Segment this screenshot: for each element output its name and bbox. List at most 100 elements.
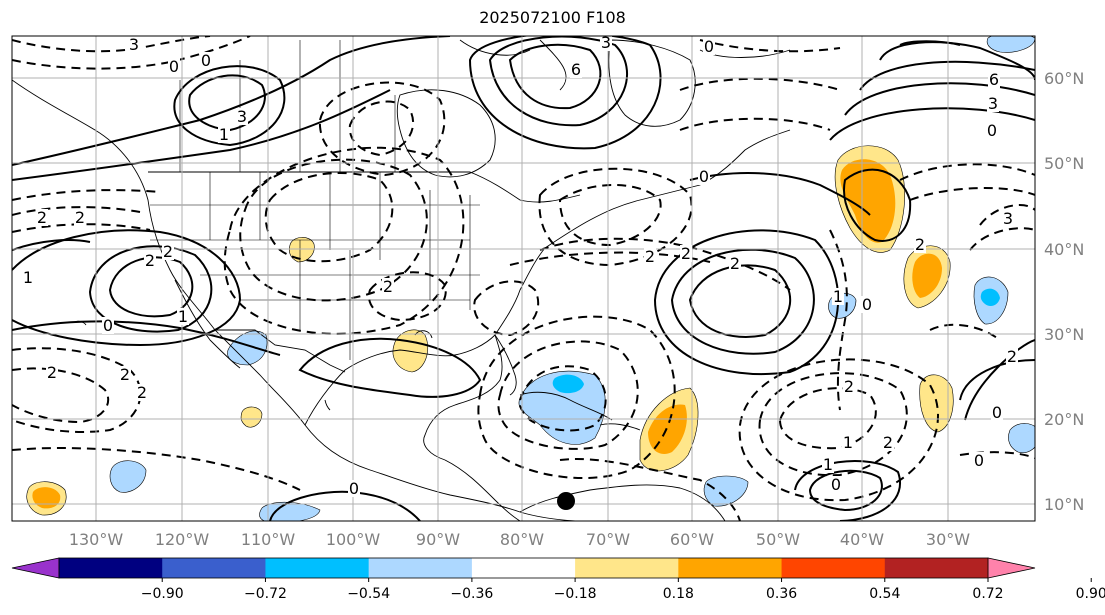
contour-dashed-7	[348, 100, 415, 157]
longitude-axis: 130°W 120°W 110°W 100°W 90°W 80°W 70°W 6…	[69, 530, 970, 549]
latitude-label: 40°N	[1044, 240, 1084, 259]
contour-label-bg	[973, 452, 985, 469]
contour-label-bg	[644, 248, 656, 265]
contour-dashed-20	[738, 358, 939, 502]
contour-solid-10	[670, 248, 815, 355]
contour-label: 2	[120, 365, 130, 384]
colorbar-tick-label: 0.36	[766, 586, 797, 602]
contour-label: 6	[571, 60, 581, 79]
contour-label-bg	[177, 308, 189, 325]
contour-solid-11	[653, 229, 840, 376]
contour-dashed-14	[509, 251, 711, 266]
colorbar-tick-label: −0.54	[347, 586, 390, 602]
colorbar-tick-label: 0.54	[869, 586, 900, 602]
contour-solid-13	[488, 36, 629, 127]
contour-solid-8	[12, 320, 281, 356]
colorbar-tick-label: 0.90	[1076, 586, 1105, 602]
contour-label: 2	[915, 235, 925, 254]
colorbar-bin	[884, 558, 989, 578]
fill-pacific-yellow-small	[240, 406, 263, 428]
colorbar-tick-label: −0.36	[450, 586, 493, 602]
coastline-greenland	[608, 39, 696, 127]
contour-label-bg	[136, 384, 148, 401]
longitude-label: 60°W	[670, 530, 714, 549]
contour-dashed-29	[699, 39, 841, 53]
coastline-central-america	[444, 459, 521, 521]
contour-dashed-18	[778, 387, 877, 450]
contour-dashed-11	[558, 184, 662, 247]
contour-solid-2	[12, 89, 391, 181]
contour-label-bg	[102, 317, 114, 334]
contour-solid-1	[12, 36, 451, 166]
contour-dashed-32	[829, 229, 848, 411]
longitude-label: 90°W	[416, 530, 460, 549]
coastline-south-america	[519, 484, 726, 521]
contour-label-bg	[600, 36, 612, 51]
contour-label: 3	[1003, 209, 1013, 228]
contour-solid-26	[689, 172, 871, 216]
contour-solid-19	[843, 168, 912, 242]
contour-solid-23	[794, 460, 901, 521]
contour-label: 0	[699, 167, 709, 186]
latitude-label: 20°N	[1044, 410, 1084, 429]
contour-label-bg	[680, 245, 692, 262]
colorbar-bin	[678, 558, 783, 578]
contour-dashed-31	[679, 117, 831, 131]
contour-label: 0	[201, 51, 211, 70]
contour-label: 2	[1007, 347, 1017, 366]
contour-label: 2	[645, 247, 655, 266]
contour-label: 2	[681, 244, 691, 263]
contour-label: 0	[349, 479, 359, 498]
contour-label-bg	[703, 38, 715, 55]
contour-dashed-6	[223, 146, 465, 335]
black-circle-marker	[557, 492, 575, 510]
contour-solid-5	[108, 256, 194, 318]
contour-label-bg	[162, 243, 174, 260]
contour-dashed-group	[12, 36, 1035, 521]
colorbar-bin	[162, 558, 266, 578]
colorbar-tick-label: −0.90	[141, 586, 184, 602]
coastline-baja	[174, 279, 241, 369]
colorbar-bin	[575, 558, 679, 578]
contour-label-bg	[988, 71, 1000, 88]
contour-dashed-34	[959, 451, 1035, 459]
contour-label-bg	[46, 364, 58, 381]
contour-label: 3	[237, 107, 247, 126]
contour-label-bg	[914, 236, 926, 253]
colorbar-bins	[59, 558, 989, 578]
contour-label: 0	[974, 451, 984, 470]
contour-label: 2	[37, 208, 47, 227]
latitude-label: 10°N	[1044, 495, 1084, 514]
contour-label-bg	[986, 122, 998, 139]
fill-east-atlantic-orange-strong	[912, 253, 942, 298]
contour-label-bg	[74, 209, 86, 226]
coastline-florida	[494, 334, 517, 396]
contour-label-bg	[348, 480, 360, 497]
contour-label-bg	[36, 209, 48, 226]
contour-dashed-10	[473, 280, 540, 337]
contour-lines	[12, 36, 1035, 521]
contour-label: 2	[47, 363, 57, 382]
contour-label-bg	[128, 36, 140, 53]
contour-dashed-3	[12, 223, 151, 233]
contour-label-bg	[830, 476, 842, 493]
latitude-axis: 60°N 50°N 40°N 30°N 20°N 10°N	[1044, 69, 1084, 514]
contour-label-bg	[991, 404, 1003, 421]
contour-label-bg	[119, 366, 131, 383]
fill-east-blue	[1008, 423, 1035, 453]
latitude-label: 30°N	[1044, 325, 1084, 344]
contour-solid-27	[899, 40, 961, 46]
latitude-label: 50°N	[1044, 154, 1084, 173]
longitude-label: 70°W	[586, 530, 630, 549]
contour-label: 1	[833, 287, 843, 306]
contour-label: 2	[844, 377, 854, 396]
contour-label: 0	[862, 295, 872, 314]
contour-label: 2	[145, 251, 155, 270]
contour-dashed-5	[239, 158, 428, 302]
contour-label-bg	[861, 296, 873, 313]
colorbar-extend-left	[11, 557, 60, 579]
fill-colorado-yellow	[288, 237, 315, 263]
fill-pacific-orange-strong	[32, 487, 61, 509]
contour-label: 2	[75, 208, 85, 227]
